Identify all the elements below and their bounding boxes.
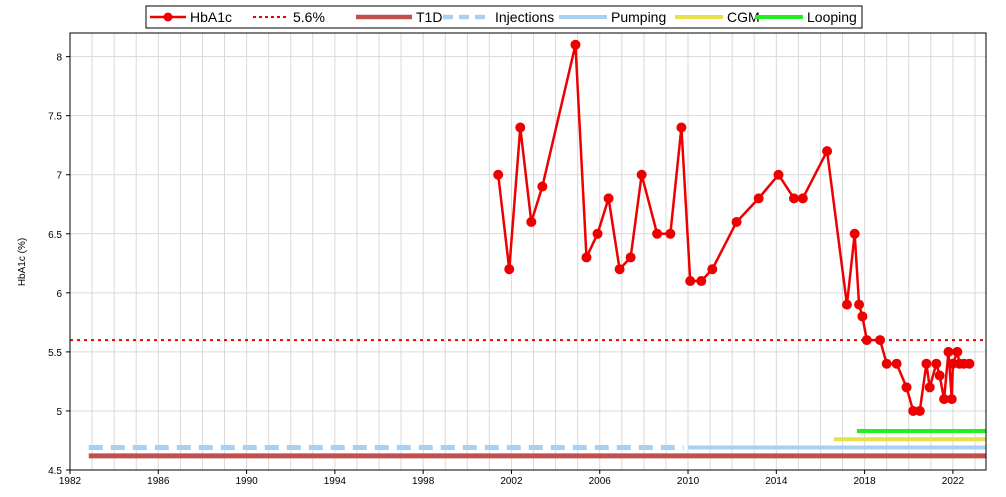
hba1c-point [891, 358, 902, 369]
x-tick-label: 2018 [853, 476, 876, 487]
y-axis-label: HbA1c (%) [17, 238, 28, 286]
hba1c-point [753, 193, 764, 204]
x-tick-label: 2006 [589, 476, 612, 487]
hba1c-point [614, 264, 625, 275]
hba1c-point [797, 193, 808, 204]
hba1c-point [952, 346, 963, 357]
legend-label-pumping: Pumping [611, 9, 666, 25]
y-tick-label: 4.5 [48, 466, 62, 477]
hba1c-point [854, 299, 865, 310]
hba1c-point [526, 216, 537, 227]
y-tick-label: 5.5 [48, 348, 62, 359]
hba1c-markers [493, 39, 975, 416]
hba1c-point [931, 358, 942, 369]
hba1c-point [570, 39, 581, 50]
hba1c-point [881, 358, 892, 369]
grid [69, 33, 986, 471]
hba1c-point [861, 335, 872, 346]
hba1c-point [943, 346, 954, 357]
legend-label-t1d: T1D [416, 9, 442, 25]
hba1c-point [901, 382, 912, 393]
hba1c-point [914, 405, 925, 416]
plot-frame [69, 32, 987, 471]
hba1c-point [625, 252, 636, 263]
hba1c-point [652, 228, 663, 239]
series-line-hba1c [496, 43, 970, 413]
hba1c-point [707, 264, 718, 275]
y-tick-label: 5 [56, 407, 62, 418]
hba1c-point [822, 146, 833, 157]
legend-label-injections: Injections [495, 9, 554, 25]
x-tick-label: 1982 [59, 476, 82, 487]
hba1c-point [875, 335, 886, 346]
hba1c-point [773, 169, 784, 180]
hba1c-point [788, 193, 799, 204]
hba1c-point [493, 169, 504, 180]
hba1c-point [515, 122, 526, 133]
hba1c-point [504, 264, 515, 275]
hba1c-point [946, 394, 957, 405]
hba1c-point [849, 228, 860, 239]
hba1c-point [592, 228, 603, 239]
hba1c-point [537, 181, 548, 192]
x-tick-label: 2002 [500, 476, 523, 487]
x-tick-label: 2014 [765, 476, 788, 487]
x-axis-ticks: 1982 1986 1990 1994 1998 2002 2006 2010 2014 2018… [59, 470, 965, 487]
x-tick-label: 2010 [677, 476, 700, 487]
y-tick-label: 7 [56, 171, 62, 182]
legend: HbA1c 5.6% T1D Injections Pumping CGM Looping [145, 5, 863, 29]
x-tick-label: 2022 [942, 476, 965, 487]
series-lines [70, 43, 986, 459]
y-axis-ticks: 4.5 5 5.5 6 6.5 7 7.5 8 [48, 53, 70, 477]
y-tick-label: 6 [56, 289, 62, 300]
hba1c-point [924, 382, 935, 393]
legend-label-cgm: CGM [727, 9, 760, 25]
x-tick-label: 1994 [324, 476, 347, 487]
x-tick-label: 1986 [147, 476, 170, 487]
legend-box [145, 5, 863, 29]
legend-label-hba1c: HbA1c [190, 9, 232, 25]
x-tick-label: 1990 [235, 476, 258, 487]
y-tick-label: 8 [56, 53, 62, 64]
legend-label-looping: Looping [807, 9, 857, 25]
hba1c-point [841, 299, 852, 310]
hba1c-point [731, 216, 742, 227]
legend-label-5-6: 5.6% [293, 9, 325, 25]
legend-items: HbA1c 5.6% T1D Injections Pumping CGM Looping [150, 9, 857, 25]
hba1c-point [921, 358, 932, 369]
y-tick-label: 7.5 [48, 112, 62, 123]
x-tick-label: 1998 [412, 476, 435, 487]
hba1c-point [676, 122, 687, 133]
hba1c-point [636, 169, 647, 180]
hba1c-point [581, 252, 592, 263]
hba1c-point [857, 311, 868, 322]
y-tick-label: 6.5 [48, 230, 62, 241]
hba1c-point [696, 276, 707, 287]
legend-marker [163, 12, 173, 22]
hba1c-point [603, 193, 614, 204]
hba1c-point [964, 358, 975, 369]
hba1c-point [934, 370, 945, 381]
hba1c-point [665, 228, 676, 239]
hba1c-point [685, 276, 696, 287]
